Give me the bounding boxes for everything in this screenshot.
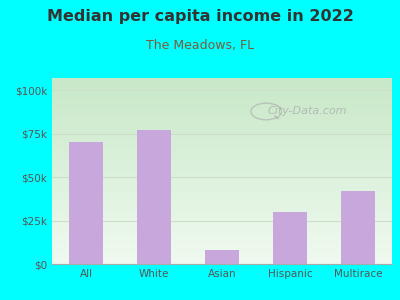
Text: City-Data.com: City-Data.com [267, 106, 347, 116]
Bar [273, 212, 307, 264]
Text: Median per capita income in 2022: Median per capita income in 2022 [46, 9, 354, 24]
Bar [341, 191, 375, 264]
Bar [69, 142, 103, 264]
Bar [137, 130, 171, 264]
Bar [205, 250, 239, 264]
Text: The Meadows, FL: The Meadows, FL [146, 39, 254, 52]
